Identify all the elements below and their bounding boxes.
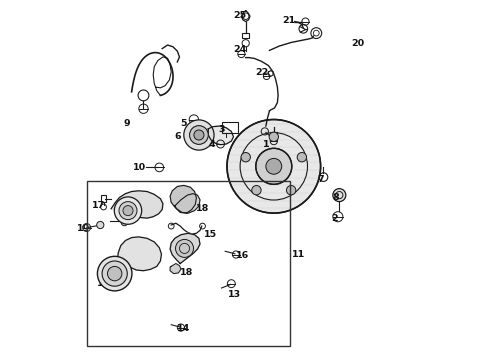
Text: 18: 18 bbox=[196, 204, 209, 212]
Text: 6: 6 bbox=[174, 132, 181, 141]
Circle shape bbox=[98, 256, 132, 291]
Text: 2: 2 bbox=[331, 215, 338, 223]
Circle shape bbox=[121, 219, 127, 226]
Bar bbox=[221, 122, 238, 133]
Polygon shape bbox=[170, 233, 200, 264]
Text: 10: 10 bbox=[133, 163, 147, 172]
Text: 1: 1 bbox=[263, 140, 269, 149]
Circle shape bbox=[256, 148, 292, 184]
Circle shape bbox=[297, 153, 307, 162]
Circle shape bbox=[114, 197, 142, 224]
Polygon shape bbox=[170, 264, 181, 274]
Text: 16: 16 bbox=[236, 251, 249, 260]
Circle shape bbox=[190, 126, 208, 144]
Text: 24: 24 bbox=[233, 45, 246, 54]
Text: 7: 7 bbox=[318, 175, 324, 184]
Text: 14: 14 bbox=[176, 324, 190, 333]
Circle shape bbox=[333, 189, 346, 202]
Circle shape bbox=[241, 153, 250, 162]
Bar bbox=[271, 132, 277, 139]
Bar bbox=[242, 33, 249, 38]
Polygon shape bbox=[170, 185, 196, 213]
Text: 11: 11 bbox=[292, 251, 305, 259]
Text: 18: 18 bbox=[180, 269, 194, 277]
Polygon shape bbox=[208, 126, 233, 145]
Text: 17: 17 bbox=[92, 202, 105, 210]
Circle shape bbox=[269, 132, 278, 141]
Text: 23: 23 bbox=[274, 161, 287, 170]
Polygon shape bbox=[111, 191, 163, 218]
Text: 15: 15 bbox=[204, 230, 218, 239]
Circle shape bbox=[266, 158, 282, 174]
Text: 19: 19 bbox=[77, 224, 90, 233]
Text: 8: 8 bbox=[332, 193, 339, 202]
Circle shape bbox=[287, 185, 296, 195]
Text: 4: 4 bbox=[209, 140, 215, 149]
Circle shape bbox=[119, 202, 137, 220]
Circle shape bbox=[123, 206, 133, 216]
Circle shape bbox=[194, 130, 204, 140]
Text: 3: 3 bbox=[219, 125, 225, 134]
Circle shape bbox=[97, 221, 104, 229]
Text: 21: 21 bbox=[282, 17, 295, 26]
Text: 5: 5 bbox=[180, 119, 187, 128]
Text: 13: 13 bbox=[228, 290, 242, 299]
Text: 12: 12 bbox=[97, 279, 111, 288]
Polygon shape bbox=[117, 237, 162, 271]
Circle shape bbox=[184, 120, 214, 150]
Polygon shape bbox=[175, 194, 200, 213]
Text: 25: 25 bbox=[233, 11, 246, 20]
Bar bbox=[101, 195, 106, 202]
Text: 22: 22 bbox=[256, 68, 269, 77]
Text: 9: 9 bbox=[123, 119, 130, 128]
Text: 20: 20 bbox=[351, 39, 364, 48]
Circle shape bbox=[102, 261, 127, 286]
Bar bbox=[87, 181, 290, 346]
Circle shape bbox=[252, 185, 261, 195]
Circle shape bbox=[107, 266, 122, 281]
Circle shape bbox=[227, 120, 320, 213]
Circle shape bbox=[175, 239, 194, 257]
